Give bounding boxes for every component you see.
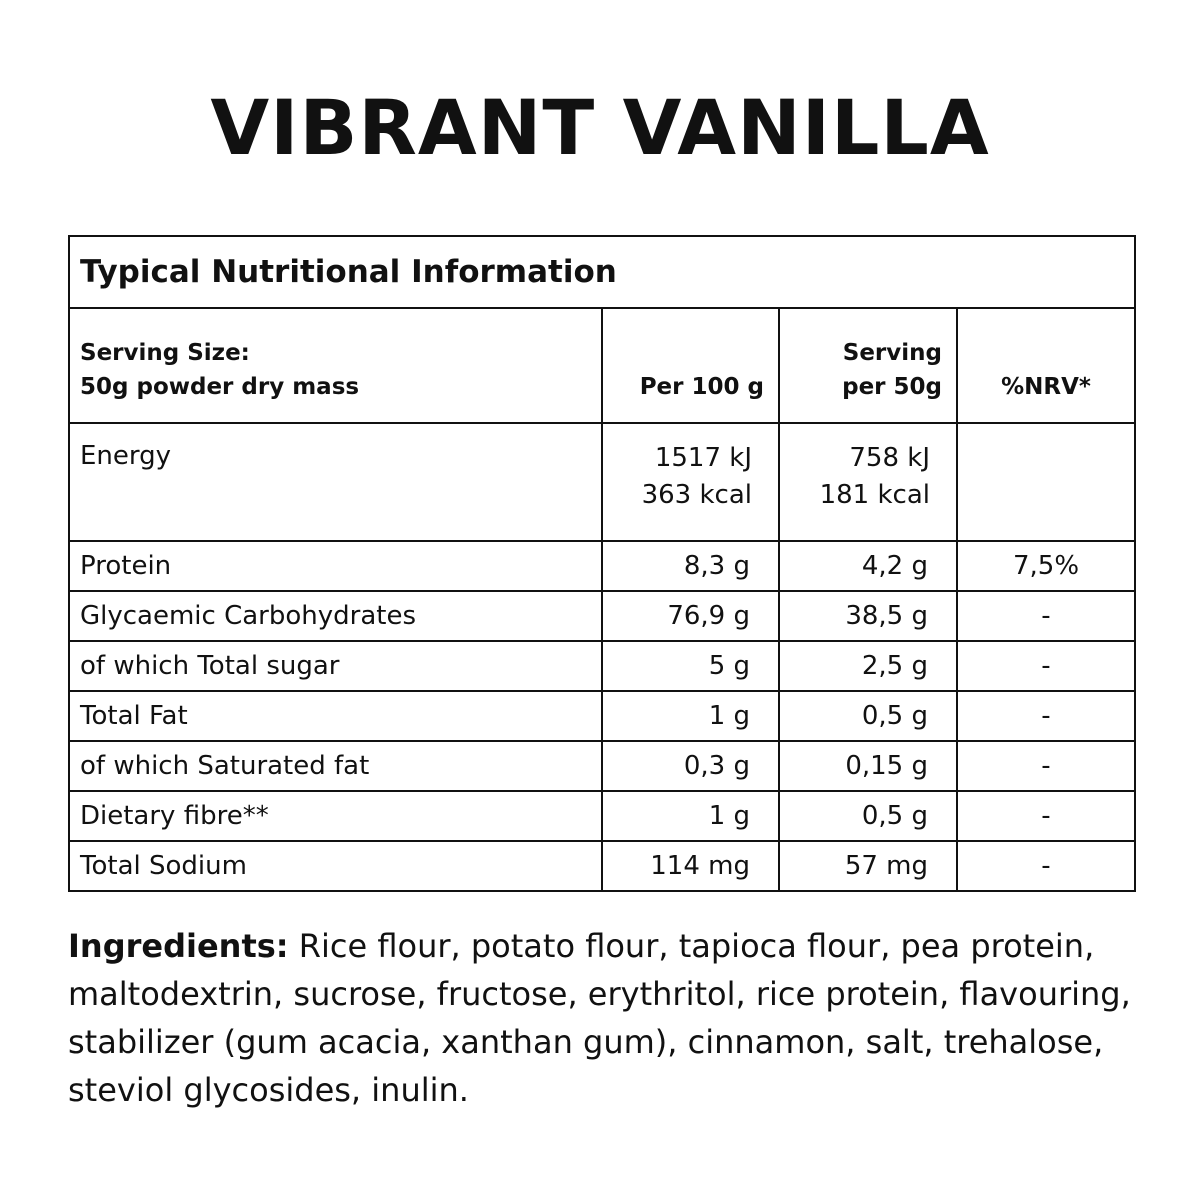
serving-header: Serving per 50g: [778, 307, 958, 424]
per100-value: 0,3 g: [601, 740, 780, 792]
per100-header: Per 100 g: [601, 307, 780, 424]
row-label: Glycaemic Carbohydrates: [68, 590, 603, 642]
per100-value: 1 g: [601, 790, 780, 842]
serving-value: 758 kJ 181 kcal: [778, 422, 958, 542]
row-label: of which Saturated fat: [68, 740, 603, 792]
table-row: Total Fat 1 g 0,5 g-: [68, 690, 1136, 742]
table-row: Protein 8,3 g 4,2 g 7,5%: [68, 540, 1136, 592]
serving-size-header: Serving Size: 50g powder dry mass: [68, 307, 603, 424]
table-row: Total Sodium 114 mg 57 mg -: [68, 840, 1136, 892]
row-label: Total Fat: [68, 690, 603, 742]
product-title: VIBRANT VANILLA: [210, 83, 990, 172]
serving-value: 0,5 g: [778, 790, 958, 842]
ingredients-label: Ingredients:: [68, 927, 289, 965]
serving-value: 0,5 g: [778, 690, 958, 742]
row-label: of which Total sugar: [68, 640, 603, 692]
serving-value: 0,15 g: [778, 740, 958, 792]
ingredients: Ingredients: Rice flour, potato flour, t…: [68, 922, 1148, 1114]
per100-value: 76,9 g: [601, 590, 780, 642]
ingredients-text: Rice flour, potato flour, tapioca flour,…: [68, 927, 1131, 1109]
table-row-energy: Energy 1517 kJ 363 kcal 758 kJ 181 kcal: [68, 422, 1136, 542]
nrv-value: -: [956, 640, 1136, 692]
serving-value: 4,2 g: [778, 540, 958, 592]
serving-value: 57 mg: [778, 840, 958, 892]
nrv-header: %NRV*: [956, 307, 1136, 424]
row-label: Protein: [68, 540, 603, 592]
row-label: Dietary fibre**: [68, 790, 603, 842]
per100-value: 5 g: [601, 640, 780, 692]
nutrition-table: Typical Nutritional Information Serving …: [68, 235, 1136, 892]
serving-value: 38,5 g: [778, 590, 958, 642]
row-label: Energy: [68, 422, 603, 542]
per100-value: 8,3 g: [601, 540, 780, 592]
serving-value: 2,5 g: [778, 640, 958, 692]
nrv-value: -: [956, 790, 1136, 842]
nrv-value: -: [956, 690, 1136, 742]
table-caption: Typical Nutritional Information: [68, 235, 1136, 309]
nrv-value: -: [956, 590, 1136, 642]
table-row: Dietary fibre** 1 g 0,5 g-: [68, 790, 1136, 842]
header-row: Serving Size: 50g powder dry mass Per 100…: [68, 307, 1136, 424]
table-row: Glycaemic Carbohydrates 76,9 g 38,5 g-: [68, 590, 1136, 642]
nrv-value: 7,5%: [956, 540, 1136, 592]
row-label: Total Sodium: [68, 840, 603, 892]
nrv-value: -: [956, 740, 1136, 792]
per100-value: 1517 kJ 363 kcal: [601, 422, 780, 542]
per100-value: 1 g: [601, 690, 780, 742]
nrv-value: [956, 422, 1136, 542]
nrv-value: -: [956, 840, 1136, 892]
table-row: of which Saturated fat 0,3 g 0,15 g-: [68, 740, 1136, 792]
per100-value: 114 mg: [601, 840, 780, 892]
table-row: of which Total sugar 5 g 2,5 g-: [68, 640, 1136, 692]
